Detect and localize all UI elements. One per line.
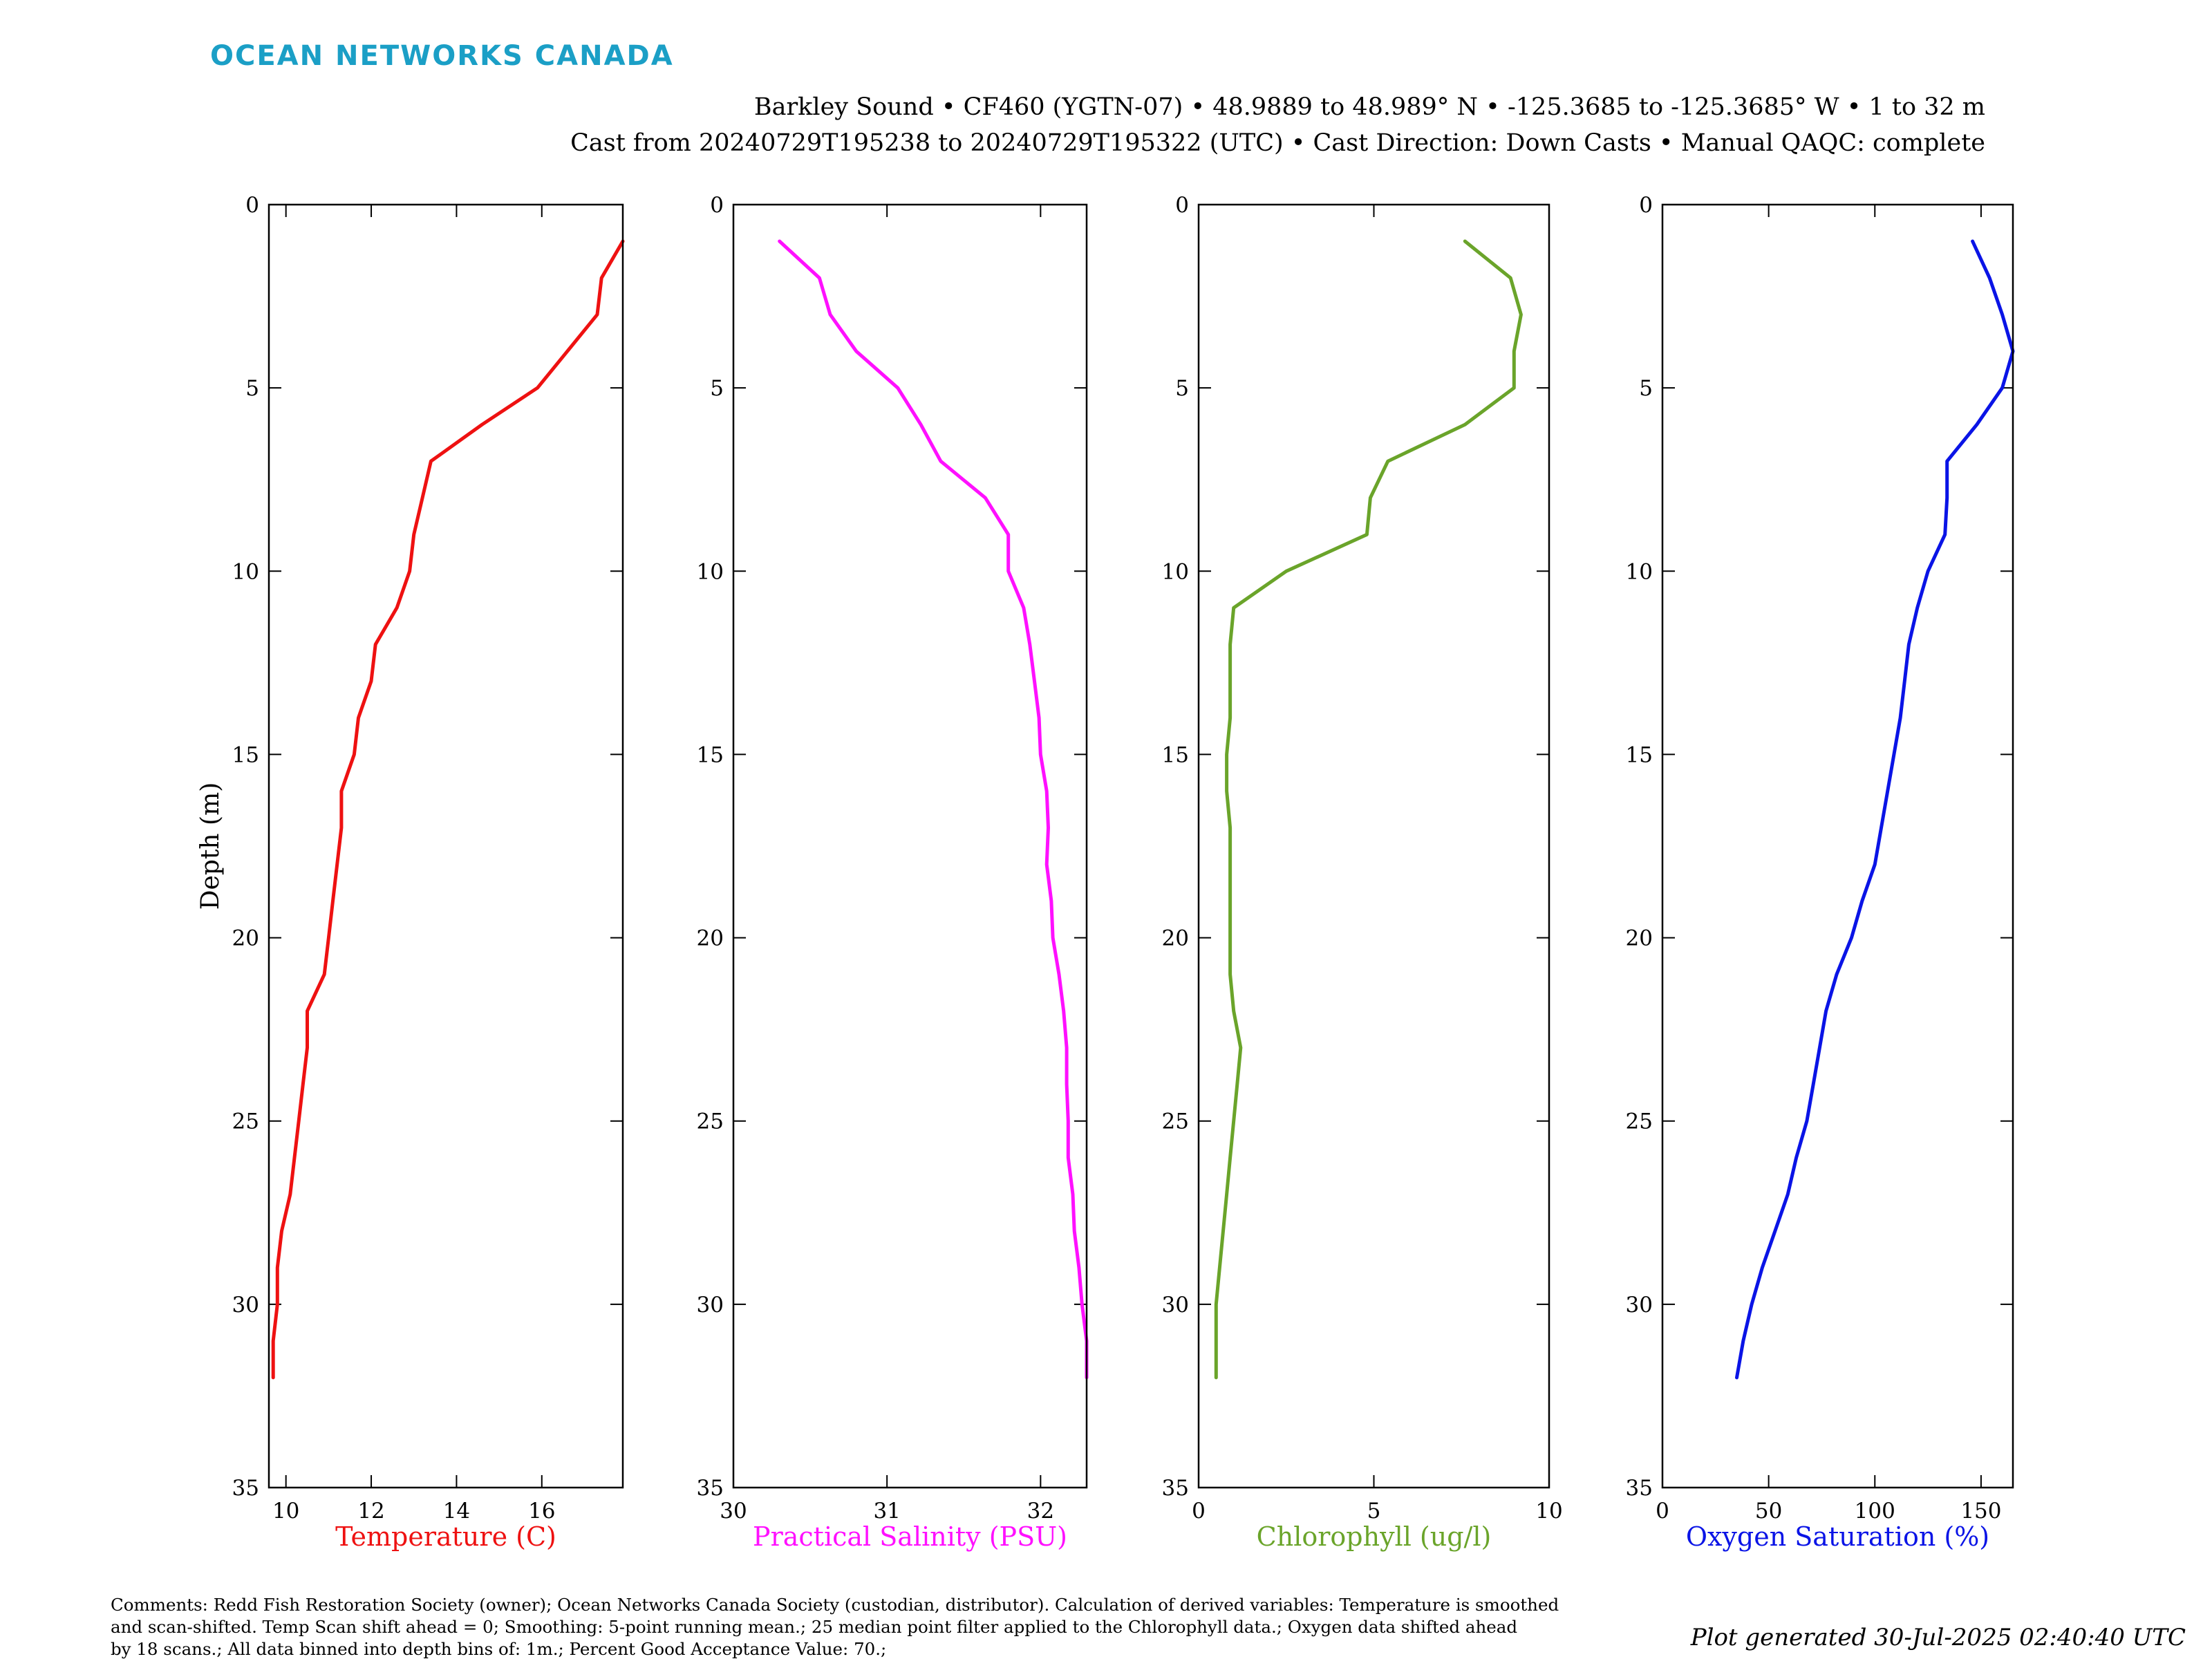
x-axis-label: Chlorophyll (ug/l) bbox=[1257, 1521, 1492, 1552]
y-tick-label: 5 bbox=[1639, 376, 1653, 401]
header-line-2: Cast from 20240729T195238 to 20240729T19… bbox=[570, 129, 1985, 157]
x-tick-label: 0 bbox=[1656, 1499, 1669, 1524]
y-tick-label: 10 bbox=[1162, 559, 1189, 584]
y-tick-label: 0 bbox=[710, 193, 724, 218]
y-tick-label: 35 bbox=[232, 1476, 259, 1501]
plot-generated-timestamp: Plot generated 30-Jul-2025 02:40:40 UTC bbox=[1690, 1624, 2186, 1651]
header-line-1: Barkley Sound • CF460 (YGTN-07) • 48.988… bbox=[754, 93, 1985, 121]
y-tick-label: 15 bbox=[1626, 742, 1653, 767]
y-tick-label: 20 bbox=[1162, 926, 1189, 951]
y-tick-label: 20 bbox=[697, 926, 724, 951]
y-tick-label: 35 bbox=[697, 1476, 724, 1501]
y-tick-label: 10 bbox=[232, 559, 259, 584]
x-tick-label: 10 bbox=[272, 1499, 299, 1524]
y-tick-label: 10 bbox=[1626, 559, 1653, 584]
axes-box bbox=[1661, 203, 2014, 1489]
series-line bbox=[1214, 239, 1523, 1380]
y-tick-label: 5 bbox=[1175, 376, 1189, 401]
y-tick-label: 5 bbox=[245, 376, 259, 401]
axes-box bbox=[1197, 203, 1550, 1489]
y-tick-label: 10 bbox=[697, 559, 724, 584]
axes-box bbox=[268, 203, 624, 1489]
x-tick-label: 50 bbox=[1755, 1499, 1782, 1524]
x-axis-label: Temperature (C) bbox=[335, 1521, 556, 1552]
y-tick-label: 0 bbox=[1175, 193, 1189, 218]
x-axis-label: Oxygen Saturation (%) bbox=[1686, 1521, 1989, 1552]
x-tick-label: 0 bbox=[1192, 1499, 1206, 1524]
y-tick-label: 25 bbox=[1162, 1109, 1189, 1134]
y-tick-label: 20 bbox=[1626, 926, 1653, 951]
series-line bbox=[271, 239, 625, 1380]
x-tick-label: 16 bbox=[528, 1499, 555, 1524]
y-tick-label: 30 bbox=[1162, 1293, 1189, 1318]
y-tick-label: 25 bbox=[1626, 1109, 1653, 1134]
comments-line-2: and scan-shifted. Temp Scan shift ahead … bbox=[111, 1617, 1517, 1637]
y-tick-label: 0 bbox=[245, 193, 259, 218]
y-tick-label: 30 bbox=[697, 1293, 724, 1318]
x-tick-label: 30 bbox=[720, 1499, 747, 1524]
y-tick-label: 15 bbox=[232, 742, 259, 767]
x-tick-label: 5 bbox=[1367, 1499, 1381, 1524]
x-tick-label: 100 bbox=[1855, 1499, 1895, 1524]
series-line bbox=[778, 239, 1089, 1380]
x-tick-label: 31 bbox=[873, 1499, 900, 1524]
y-tick-label: 30 bbox=[1626, 1293, 1653, 1318]
brand-logo: OCEAN NETWORKS CANADA bbox=[210, 40, 674, 72]
comments-line-3: by 18 scans.; All data binned into depth… bbox=[111, 1639, 886, 1659]
y-tick-label: 0 bbox=[1639, 193, 1653, 218]
x-tick-label: 150 bbox=[1960, 1499, 2001, 1524]
y-axis-label: Depth (m) bbox=[196, 782, 225, 910]
y-tick-label: 15 bbox=[1162, 742, 1189, 767]
x-axis-label: Practical Salinity (PSU) bbox=[753, 1521, 1067, 1552]
x-tick-label: 32 bbox=[1027, 1499, 1054, 1524]
axes-box bbox=[732, 203, 1088, 1489]
x-tick-label: 12 bbox=[357, 1499, 384, 1524]
y-tick-label: 25 bbox=[232, 1109, 259, 1134]
y-tick-label: 25 bbox=[697, 1109, 724, 1134]
y-tick-label: 5 bbox=[710, 376, 724, 401]
y-tick-label: 35 bbox=[1626, 1476, 1653, 1501]
x-tick-label: 10 bbox=[1535, 1499, 1562, 1524]
y-tick-label: 15 bbox=[697, 742, 724, 767]
y-tick-label: 30 bbox=[232, 1293, 259, 1318]
y-tick-label: 35 bbox=[1162, 1476, 1189, 1501]
comments-line-1: Comments: Redd Fish Restoration Society … bbox=[111, 1595, 1559, 1615]
series-line bbox=[1735, 239, 2015, 1380]
x-tick-label: 14 bbox=[443, 1499, 470, 1524]
y-tick-label: 20 bbox=[232, 926, 259, 951]
